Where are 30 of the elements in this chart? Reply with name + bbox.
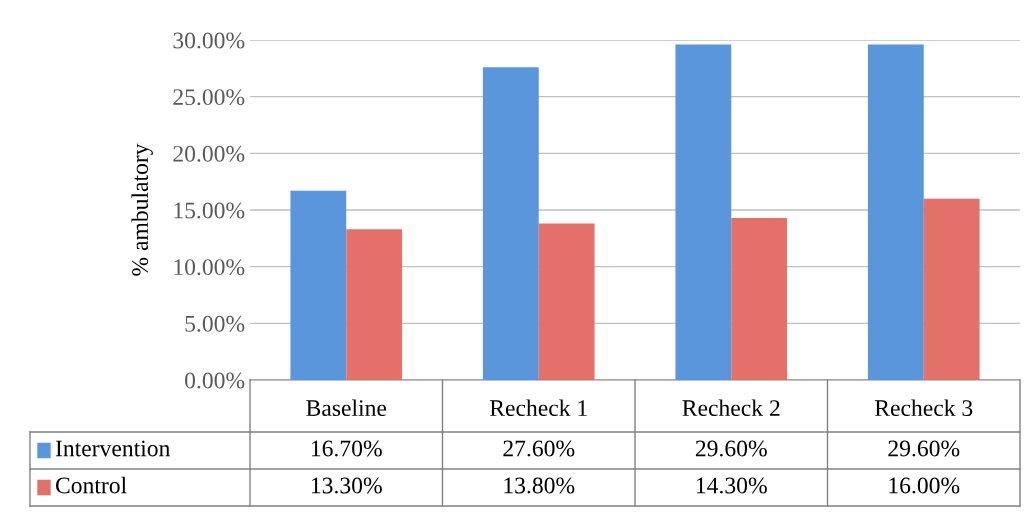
bar: [731, 217, 788, 380]
y-tick-label: 15.00%: [174, 202, 245, 219]
y-tick-label: 0.00%: [185, 372, 245, 389]
bar: [675, 44, 732, 380]
x-tick-label: Recheck 3: [874, 399, 973, 417]
y-tick-label: 5.00%: [185, 315, 245, 332]
x-tick-label: Recheck 2: [682, 399, 780, 417]
bar: [290, 190, 347, 380]
y-tick-label: 10.00%: [174, 259, 245, 276]
y-tick-label: 25.00%: [173, 89, 245, 106]
data-label: 16.00%: [889, 477, 960, 494]
x-tick-label: Baseline: [306, 399, 387, 417]
data-label: 27.60%: [503, 440, 575, 457]
bar: [538, 223, 595, 380]
x-tick-label: Recheck 1: [489, 399, 587, 417]
data-label: 29.60%: [695, 440, 767, 457]
bar: [867, 44, 924, 380]
y-axis-title: % ambulatory: [131, 143, 153, 276]
bar: [923, 198, 980, 380]
data-label: 13.30%: [311, 477, 382, 494]
y-tick-label: 20.00%: [173, 145, 245, 162]
data-label: 13.80%: [504, 477, 575, 494]
y-tick-label: 30.00%: [173, 32, 245, 49]
legend-label: Intervention: [55, 440, 171, 457]
legend-label: Control: [55, 476, 127, 494]
data-label: 16.70%: [311, 440, 382, 457]
bar: [346, 229, 403, 380]
data-label: 14.30%: [696, 477, 767, 494]
data-label: 29.60%: [888, 440, 960, 457]
bar: [482, 67, 539, 380]
